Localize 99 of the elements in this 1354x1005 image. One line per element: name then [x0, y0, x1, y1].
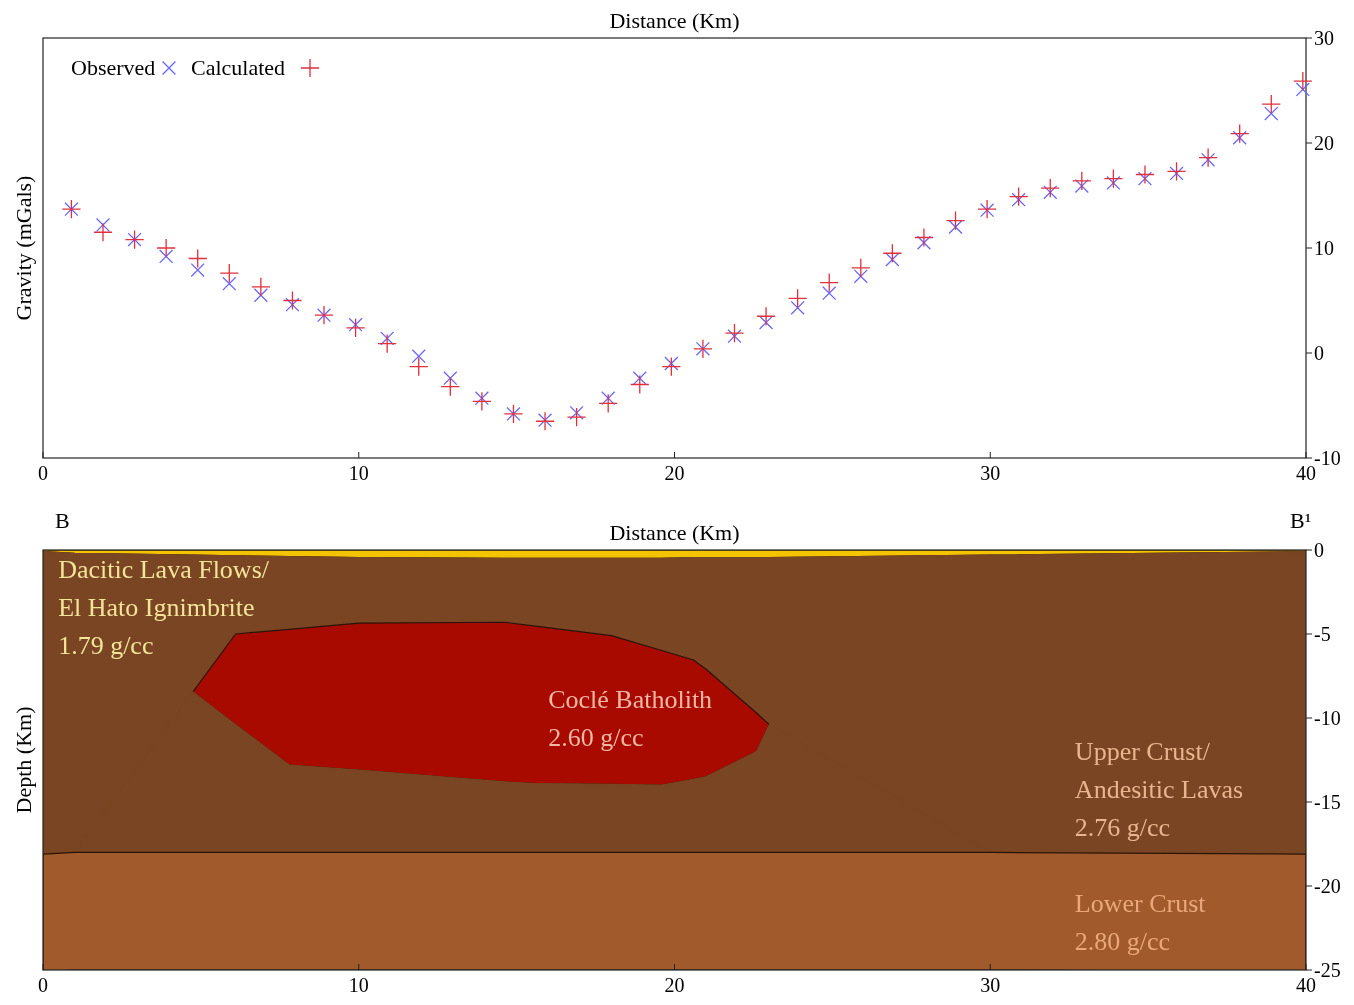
point — [1261, 94, 1282, 114]
point — [1201, 152, 1216, 167]
point — [1293, 71, 1313, 91]
point — [598, 393, 618, 414]
x-tick-label: 0 — [38, 974, 48, 996]
point — [380, 331, 395, 346]
y-tick-label: -15 — [1314, 791, 1341, 813]
point — [1229, 123, 1250, 144]
point — [787, 288, 808, 309]
point — [95, 217, 111, 232]
point — [282, 290, 303, 311]
point — [853, 269, 868, 284]
point — [851, 258, 871, 278]
x-tick-label: 20 — [664, 462, 685, 484]
x-axis-title: Distance (Km) — [609, 8, 740, 33]
point — [345, 318, 366, 338]
point — [1295, 82, 1310, 97]
point — [190, 262, 205, 278]
point — [1137, 171, 1153, 186]
y-tick-label: 10 — [1314, 237, 1334, 259]
point — [1198, 147, 1218, 168]
point — [222, 276, 237, 291]
x-tick-label: 10 — [348, 974, 369, 996]
y-axis-title: Gravity (mGals) — [11, 175, 36, 321]
legend-label: Calculated — [191, 55, 286, 80]
x-tick-label: 30 — [980, 974, 1001, 996]
y-tick-label: -10 — [1314, 447, 1341, 469]
point — [253, 288, 268, 303]
x-tick-label: 40 — [1296, 974, 1316, 996]
point — [1008, 186, 1029, 207]
point — [1264, 106, 1279, 121]
point — [632, 371, 647, 386]
y-tick-label: 20 — [1314, 132, 1334, 154]
point — [566, 407, 587, 427]
x-tick-label: 0 — [38, 462, 48, 484]
point — [724, 323, 745, 343]
annotation: Lower Crust 2.80 g/cc — [1074, 889, 1207, 957]
y-tick-label: -20 — [1314, 875, 1341, 897]
point — [727, 329, 742, 344]
point — [661, 356, 682, 377]
point — [472, 391, 492, 412]
point — [630, 374, 650, 395]
y-tick-label: -5 — [1314, 623, 1331, 645]
point — [569, 405, 584, 420]
annotation: Upper Crust/ Andesitic Lavas 2.76 g/cc — [1074, 737, 1244, 842]
point — [1043, 185, 1058, 200]
text: B — [55, 508, 70, 533]
point — [948, 219, 963, 235]
point — [822, 286, 837, 301]
x-tick-label: 10 — [348, 462, 369, 484]
x-tick-label: 20 — [664, 974, 685, 996]
y-tick-label: 30 — [1314, 27, 1334, 49]
point — [790, 300, 805, 315]
text: B¹ — [1290, 508, 1312, 533]
point — [664, 356, 679, 371]
y-tick-label: 0 — [1314, 539, 1324, 561]
point — [156, 238, 176, 258]
y-tick-label: 0 — [1314, 342, 1324, 364]
point — [474, 391, 489, 406]
point — [219, 263, 240, 283]
point — [1072, 171, 1092, 191]
x-tick-label: 40 — [1296, 462, 1316, 484]
point — [159, 249, 174, 264]
point — [440, 376, 461, 397]
point — [187, 248, 208, 269]
point — [882, 243, 903, 263]
point — [601, 391, 616, 406]
point — [1103, 168, 1124, 189]
point — [251, 277, 271, 297]
y-axis-title: Depth (Km) — [11, 706, 36, 814]
legend-label: Observed — [71, 55, 156, 80]
point — [945, 210, 966, 231]
x-axis-title: Distance (Km) — [609, 520, 740, 545]
point — [377, 333, 397, 354]
point — [756, 306, 776, 326]
point — [93, 222, 113, 242]
point — [348, 317, 363, 332]
point — [285, 297, 300, 312]
point — [1166, 161, 1187, 182]
point — [819, 272, 839, 293]
point — [914, 227, 934, 248]
y-tick-label: -10 — [1314, 707, 1341, 729]
point — [885, 252, 900, 267]
point — [443, 371, 458, 386]
point — [758, 315, 774, 330]
y-tick-label: -25 — [1314, 959, 1341, 981]
point — [916, 235, 932, 250]
annotation: Coclé Batholith 2.60 g/cc — [548, 684, 713, 752]
x-tick-label: 30 — [980, 462, 1001, 484]
point — [408, 356, 429, 377]
point — [1169, 166, 1184, 181]
point — [1074, 178, 1089, 194]
point — [1232, 130, 1247, 145]
point — [1135, 164, 1155, 185]
point — [1011, 192, 1026, 207]
point — [411, 349, 426, 364]
point — [1106, 175, 1121, 190]
annotation: Dacitic Lava Flows/ El Hato Ignimbrite 1.79 g/cc — [58, 555, 270, 661]
point — [1040, 178, 1060, 198]
